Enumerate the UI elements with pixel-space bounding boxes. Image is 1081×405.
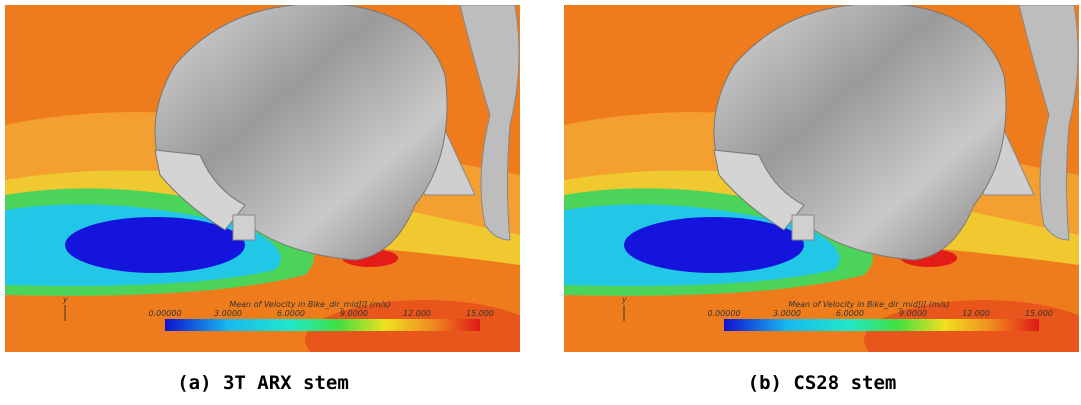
colorbar [724, 319, 1039, 331]
stem [792, 215, 814, 240]
colorbar-tick-label: 15.000 [466, 309, 494, 318]
colorbar-tick-label: 0.00000 [148, 309, 181, 318]
stem [233, 215, 255, 240]
colorbar-tick-label: 0.00000 [707, 309, 740, 318]
colorbar-title: Mean of Velocity in Bike_dir_mid[i] (m/s… [229, 300, 390, 309]
colorbar-tick-label: 12.000 [962, 309, 990, 318]
colorbar-tick-label: 15.000 [1025, 309, 1053, 318]
panel: Mean of Velocity in Bike_dir_mid[i] (m/s… [5, 4, 545, 380]
axis-label: y [621, 295, 627, 304]
axis-label: y [62, 295, 68, 304]
colorbar [165, 319, 480, 331]
colorbar-tick-label: 3.0000 [773, 309, 801, 318]
colorbar-tick-label: 9.0000 [899, 309, 927, 318]
colorbar-tick-label: 3.0000 [214, 309, 242, 318]
caption: (a) 3T ARX stem [177, 372, 349, 394]
colorbar-tick-label: 12.000 [403, 309, 431, 318]
colorbar-tick-label: 6.0000 [836, 309, 864, 318]
panel: Mean of Velocity in Bike_dir_mid[i] (m/s… [564, 4, 1081, 380]
colorbar-tick-label: 9.0000 [340, 309, 368, 318]
colorbar-title: Mean of Velocity in Bike_dir_mid[i] (m/s… [788, 300, 949, 309]
colorbar-tick-label: 6.0000 [277, 309, 305, 318]
figure: Mean of Velocity in Bike_dir_mid[i] (m/s… [0, 0, 1081, 405]
caption: (b) CS28 stem [748, 372, 897, 394]
